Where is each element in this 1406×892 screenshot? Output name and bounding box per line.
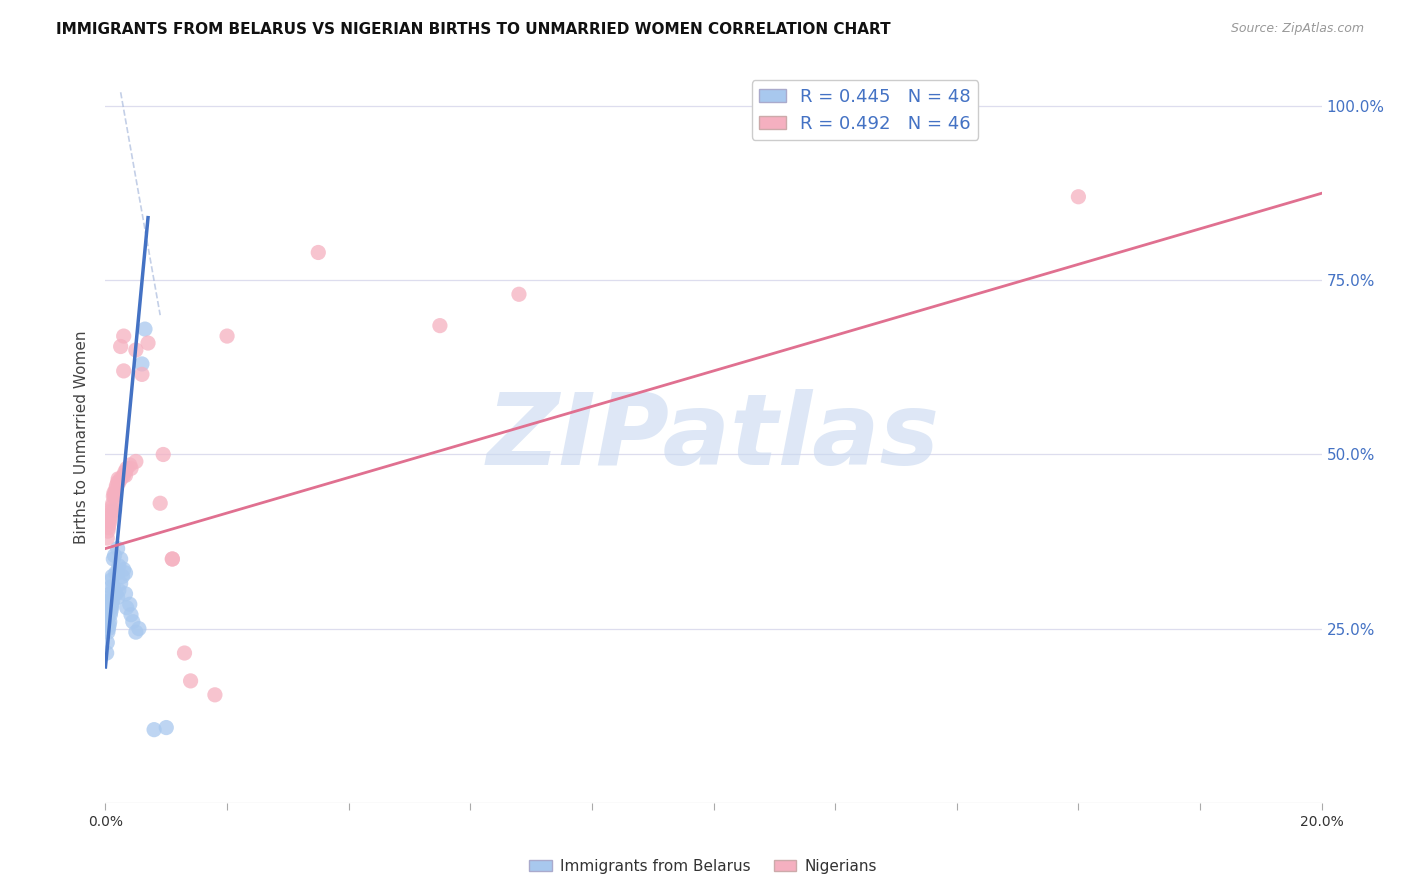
Point [125, 454, 148, 468]
Point [107, 541, 129, 556]
Point [217, 329, 239, 343]
Point [128, 622, 150, 636]
Point [121, 615, 143, 629]
Point [101, 496, 124, 510]
Point [96, 531, 118, 545]
Point [125, 625, 148, 640]
Point [110, 339, 132, 353]
Point [98, 587, 121, 601]
Point [97, 604, 120, 618]
Point [429, 318, 451, 333]
Point [112, 364, 135, 378]
Point [101, 594, 124, 608]
Point [104, 587, 127, 601]
Point [162, 552, 184, 566]
Point [103, 503, 125, 517]
Point [173, 646, 195, 660]
Text: Source: ZipAtlas.com: Source: ZipAtlas.com [1230, 22, 1364, 36]
Point [98, 594, 121, 608]
Point [98, 607, 121, 622]
Point [112, 329, 135, 343]
Point [108, 558, 131, 573]
Point [114, 566, 136, 580]
Point [105, 479, 128, 493]
Point [97, 521, 120, 535]
Point [103, 580, 125, 594]
Point [110, 472, 132, 486]
Y-axis label: Births to Unmarried Women: Births to Unmarried Women [75, 330, 90, 544]
Text: ZIPatlas: ZIPatlas [486, 389, 941, 485]
Point [100, 507, 122, 521]
Point [108, 475, 131, 490]
Point [100, 580, 122, 594]
Point [107, 475, 129, 490]
Point [103, 549, 125, 563]
Point [103, 489, 125, 503]
Point [107, 566, 129, 580]
Point [162, 552, 184, 566]
Point [100, 503, 122, 517]
Point [101, 569, 124, 583]
Point [112, 468, 135, 483]
Point [107, 591, 129, 605]
Point [96, 611, 118, 625]
Point [112, 562, 135, 576]
Point [100, 604, 122, 618]
Point [125, 343, 148, 357]
Point [97, 625, 120, 640]
Point [155, 721, 177, 735]
Point [118, 597, 141, 611]
Point [101, 597, 124, 611]
Point [98, 591, 121, 605]
Point [143, 723, 166, 737]
Point [149, 496, 172, 510]
Point [104, 566, 127, 580]
Point [204, 688, 226, 702]
Point [100, 573, 122, 587]
Point [98, 514, 121, 528]
Legend: Immigrants from Belarus, Nigerians: Immigrants from Belarus, Nigerians [523, 853, 883, 880]
Point [120, 461, 142, 475]
Point [97, 597, 120, 611]
Point [96, 646, 118, 660]
Text: IMMIGRANTS FROM BELARUS VS NIGERIAN BIRTHS TO UNMARRIED WOMEN CORRELATION CHART: IMMIGRANTS FROM BELARUS VS NIGERIAN BIRT… [56, 22, 891, 37]
Point [131, 357, 153, 371]
Point [107, 472, 129, 486]
Point [114, 465, 136, 479]
Point [101, 500, 124, 514]
Point [104, 483, 127, 497]
Point [115, 461, 138, 475]
Point [134, 322, 156, 336]
Point [98, 615, 121, 629]
Point [152, 448, 174, 462]
Point [98, 510, 121, 524]
Point [100, 600, 122, 615]
Point [96, 618, 118, 632]
Point [98, 517, 121, 532]
Point [103, 485, 125, 500]
Point [110, 552, 132, 566]
Point [508, 287, 530, 301]
Legend: R = 0.445   N = 48, R = 0.492   N = 46: R = 0.445 N = 48, R = 0.492 N = 46 [752, 80, 979, 140]
Point [96, 635, 118, 649]
Point [111, 569, 134, 583]
Point [98, 618, 121, 632]
Point [180, 673, 202, 688]
Point [115, 600, 138, 615]
Point [114, 468, 136, 483]
Point [118, 458, 141, 472]
Point [97, 622, 120, 636]
Point [104, 485, 127, 500]
Point [97, 524, 120, 538]
Point [103, 552, 125, 566]
Point [103, 489, 125, 503]
Point [307, 245, 329, 260]
Point [120, 607, 142, 622]
Point [136, 336, 159, 351]
Point [1067, 190, 1090, 204]
Point [114, 587, 136, 601]
Point [131, 368, 153, 382]
Point [108, 583, 131, 598]
Point [110, 576, 132, 591]
